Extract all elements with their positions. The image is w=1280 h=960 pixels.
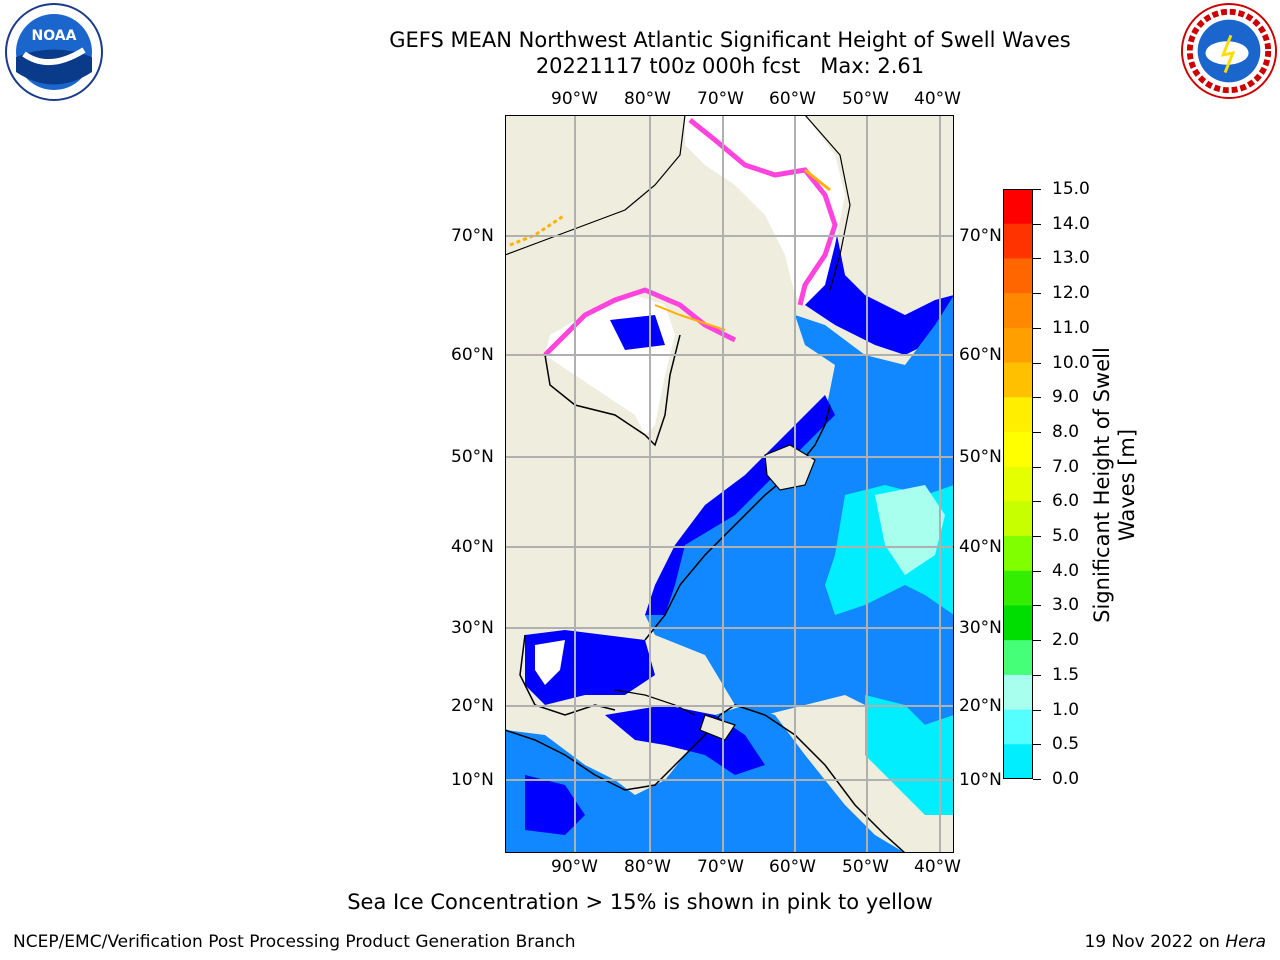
- colorbar-tick-label: 12.0: [1052, 283, 1090, 304]
- colorbar-tick-label: 1.5: [1052, 664, 1080, 685]
- lon-label-bottom-40w: 40°W: [914, 857, 961, 877]
- colorbar-border: [1003, 189, 1033, 779]
- lat-label-left-20n: 20°N: [451, 696, 494, 716]
- colorbar-tick-mark: [1033, 570, 1041, 572]
- colorbar-segment: [1003, 674, 1033, 711]
- colorbar-segment: [1003, 744, 1033, 779]
- lat-label-right-20n: 20°N: [959, 696, 1002, 716]
- colorbar-tick-label: 0.5: [1052, 734, 1080, 755]
- colorbar-tick-label: 14.0: [1052, 213, 1090, 234]
- lat-label-right-40n: 40°N: [959, 537, 1002, 557]
- noaa-logo: NOAA: [5, 3, 103, 101]
- colorbar-segment: [1003, 466, 1033, 502]
- footer-date-text: 19 Nov 2022 on: [1084, 932, 1226, 952]
- colorbar-tick-mark: [1033, 327, 1041, 329]
- lon-label-bottom-70w: 70°W: [697, 857, 744, 877]
- lat-label-right-70n: 70°N: [959, 226, 1002, 246]
- colorbar-segment: [1003, 605, 1033, 641]
- colorbar-segment: [1003, 640, 1033, 676]
- colorbar-tick-mark: [1033, 397, 1041, 399]
- lon-label-top-40w: 40°W: [914, 89, 961, 109]
- colorbar-tick-mark: [1033, 709, 1041, 711]
- colorbar-segment: [1003, 258, 1033, 294]
- colorbar-segment: [1003, 327, 1033, 364]
- colorbar-segment: [1003, 362, 1033, 398]
- colorbar-tick-mark: [1033, 466, 1041, 468]
- colorbar-title: Significant Height of Swell Waves [m]: [1090, 325, 1140, 645]
- colorbar-tick-label: 15.0: [1052, 179, 1090, 199]
- colorbar-segment: [1003, 709, 1033, 745]
- lon-label-bottom-80w: 80°W: [624, 857, 671, 877]
- colorbar-segment: [1003, 501, 1033, 537]
- lat-label-left-60n: 60°N: [451, 345, 494, 365]
- lon-label-top-50w: 50°W: [842, 89, 889, 109]
- colorbar-tick-mark: [1033, 362, 1041, 364]
- colorbar-segment: [1003, 397, 1033, 433]
- colorbar-segment: [1003, 536, 1033, 572]
- colorbar-tick-mark: [1033, 258, 1041, 260]
- lat-label-right-10n: 10°N: [959, 770, 1002, 790]
- colorbar-tick-label: 9.0: [1052, 387, 1080, 408]
- lat-label-right-60n: 60°N: [959, 345, 1002, 365]
- colorbar-tick-label: 6.0: [1052, 491, 1080, 512]
- lat-label-right-30n: 30°N: [959, 618, 1002, 638]
- colorbar-tick-mark: [1033, 605, 1041, 607]
- colorbar-segment: [1003, 189, 1033, 225]
- colorbar-tick-mark: [1033, 293, 1041, 295]
- chart-title-line1: GEFS MEAN Northwest Atlantic Significant…: [389, 28, 1071, 52]
- colorbar-tick-mark: [1033, 223, 1041, 225]
- colorbar-segment: [1003, 223, 1033, 259]
- lon-label-top-70w: 70°W: [697, 89, 744, 109]
- lon-label-bottom-50w: 50°W: [842, 857, 889, 877]
- lon-label-top-80w: 80°W: [624, 89, 671, 109]
- colorbar-tick-mark: [1033, 189, 1041, 190]
- lat-label-right-50n: 50°N: [959, 447, 1002, 467]
- colorbar-tick-label: 13.0: [1052, 248, 1090, 269]
- lon-label-top-60w: 60°W: [769, 89, 816, 109]
- colorbar-tick-label: 2.0: [1052, 630, 1080, 651]
- colorbar-tick-label: 11.0: [1052, 317, 1090, 338]
- colorbar-title-line1: Significant Height of Swell: [1090, 347, 1114, 623]
- colorbar-tick-mark: [1033, 536, 1041, 538]
- national-weather-service-logo: [1180, 2, 1278, 100]
- colorbar-tick-mark: [1033, 431, 1041, 433]
- sea-ice-note: Sea Ice Concentration > 15% is shown in …: [347, 890, 933, 914]
- lat-label-left-40n: 40°N: [451, 537, 494, 557]
- colorbar-segment: [1003, 570, 1033, 606]
- colorbar-tick-label: 7.0: [1052, 456, 1080, 477]
- lat-label-left-30n: 30°N: [451, 618, 494, 638]
- colorbar-tick-label: 0.0: [1052, 769, 1080, 789]
- colorbar-tick-label: 3.0: [1052, 595, 1080, 616]
- colorbar-segment: [1003, 431, 1033, 468]
- lat-label-left-50n: 50°N: [451, 447, 494, 467]
- lon-label-bottom-90w: 90°W: [551, 857, 598, 877]
- colorbar: [1003, 189, 1033, 779]
- chart-title-line2: 20221117 t00z 000h fcst Max: 2.61: [535, 54, 925, 78]
- lon-label-bottom-60w: 60°W: [769, 857, 816, 877]
- lon-label-top-90w: 90°W: [551, 89, 598, 109]
- colorbar-tick-mark: [1033, 640, 1041, 642]
- footer-host: Hera: [1225, 932, 1266, 952]
- colorbar-segment: [1003, 293, 1033, 329]
- lat-label-left-70n: 70°N: [451, 226, 494, 246]
- colorbar-title-line2: Waves [m]: [1115, 428, 1139, 542]
- colorbar-tick-mark: [1033, 779, 1041, 780]
- colorbar-tick-mark: [1033, 674, 1041, 676]
- colorbar-tick-label: 8.0: [1052, 421, 1080, 442]
- colorbar-tick-mark: [1033, 744, 1041, 746]
- svg-text:NOAA: NOAA: [32, 28, 77, 44]
- colorbar-tick-label: 1.0: [1052, 699, 1080, 720]
- footer-credit: NCEP/EMC/Verification Post Processing Pr…: [13, 932, 576, 952]
- footer-date: 19 Nov 2022 on Hera: [1084, 932, 1266, 952]
- swell-height-map: [505, 115, 954, 853]
- lat-label-left-10n: 10°N: [451, 770, 494, 790]
- colorbar-tick-label: 4.0: [1052, 560, 1080, 581]
- colorbar-tick-label: 10.0: [1052, 352, 1090, 373]
- colorbar-tick-mark: [1033, 501, 1041, 503]
- colorbar-tick-label: 5.0: [1052, 526, 1080, 547]
